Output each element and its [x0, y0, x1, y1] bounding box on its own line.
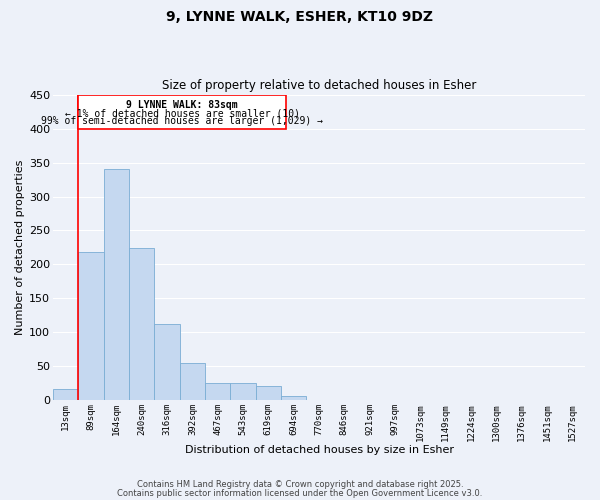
Bar — [104, 170, 129, 400]
Bar — [281, 396, 307, 400]
Bar — [154, 324, 180, 400]
Text: Contains HM Land Registry data © Crown copyright and database right 2025.: Contains HM Land Registry data © Crown c… — [137, 480, 463, 489]
Bar — [180, 363, 205, 401]
Text: 99% of semi-detached houses are larger (1,029) →: 99% of semi-detached houses are larger (… — [41, 116, 323, 126]
Title: Size of property relative to detached houses in Esher: Size of property relative to detached ho… — [162, 79, 476, 92]
Bar — [79, 252, 104, 400]
Bar — [53, 389, 79, 400]
Text: 9 LYNNE WALK: 83sqm: 9 LYNNE WALK: 83sqm — [127, 100, 238, 110]
Bar — [129, 248, 154, 400]
Bar — [205, 383, 230, 400]
Y-axis label: Number of detached properties: Number of detached properties — [15, 160, 25, 335]
Text: ← 1% of detached houses are smaller (10): ← 1% of detached houses are smaller (10) — [65, 108, 300, 118]
Text: Contains public sector information licensed under the Open Government Licence v3: Contains public sector information licen… — [118, 488, 482, 498]
X-axis label: Distribution of detached houses by size in Esher: Distribution of detached houses by size … — [185, 445, 454, 455]
Bar — [230, 384, 256, 400]
FancyBboxPatch shape — [79, 94, 286, 129]
Text: 9, LYNNE WALK, ESHER, KT10 9DZ: 9, LYNNE WALK, ESHER, KT10 9DZ — [167, 10, 433, 24]
Bar — [256, 386, 281, 400]
